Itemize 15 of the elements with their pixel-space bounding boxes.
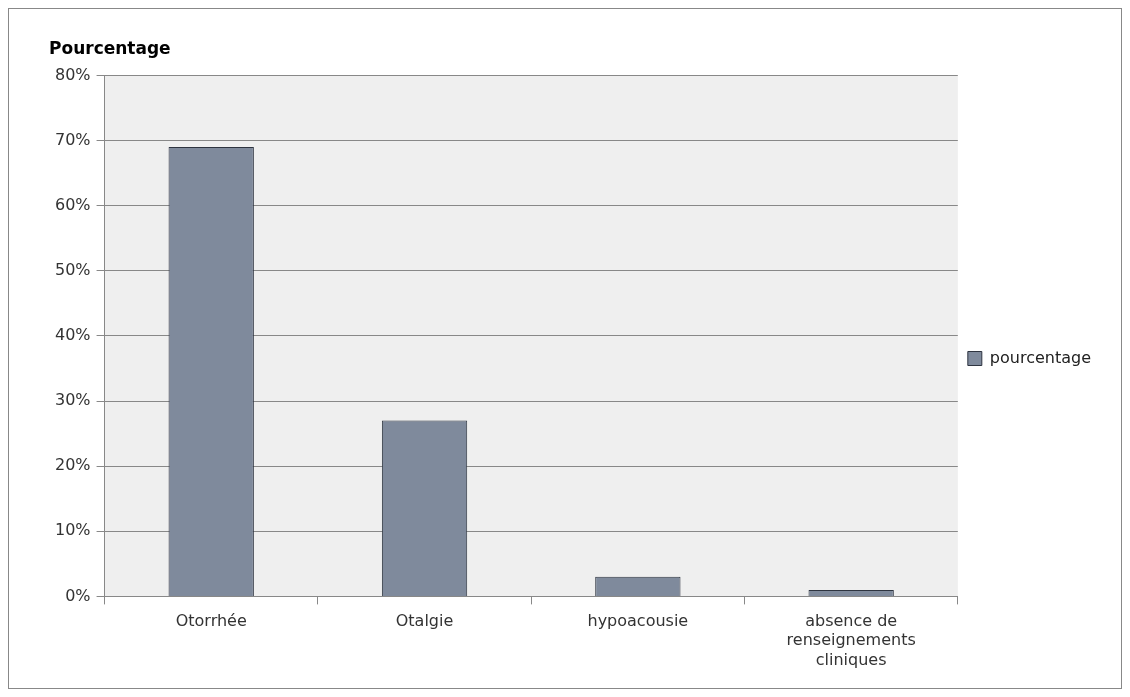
y-tick-label: 50% (55, 259, 91, 279)
x-tick-label: absence de renseignements cliniques (786, 611, 916, 669)
x-tick-label: Otorrhée (175, 611, 247, 631)
y-tick-label: 40% (55, 325, 91, 345)
legend-label: pourcentage (989, 347, 1091, 367)
x-tick-label: hypoacousie (587, 611, 689, 631)
y-tick-label: 20% (55, 455, 91, 475)
y-tick-label: 10% (55, 520, 91, 540)
chart-title: Pourcentage (49, 37, 171, 58)
y-tick-label: 80% (55, 64, 91, 84)
y-tick-label: 0% (65, 585, 91, 605)
y-tick-label: 30% (55, 390, 91, 410)
y-tick-label: 70% (55, 129, 91, 149)
x-tick-label: Otalgie (395, 611, 454, 631)
y-tick-label: 60% (55, 194, 91, 214)
